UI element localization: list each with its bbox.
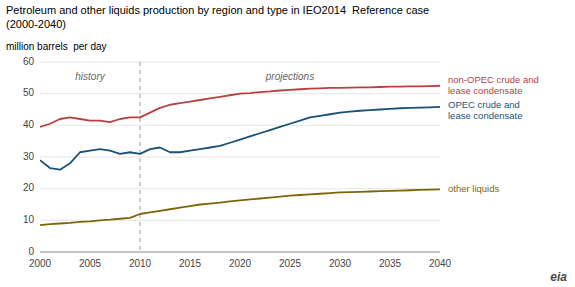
y-tick-label: 30 (23, 151, 35, 162)
x-tick-label: 2025 (279, 258, 302, 269)
series-line (40, 107, 440, 170)
grid-line (40, 125, 440, 126)
grid (40, 62, 440, 252)
series-line (40, 86, 440, 127)
chart: Petroleum and other liquids production b… (0, 0, 575, 287)
grid-line (40, 188, 440, 189)
series-label-line: OPEC crude and (448, 99, 520, 110)
x-axis-line (40, 252, 440, 253)
y-tick-label: 50 (23, 87, 35, 98)
plot-area (40, 62, 440, 252)
annotation: history (75, 71, 105, 82)
title: Petroleum and other liquids production b… (6, 4, 429, 16)
series-line (40, 189, 440, 225)
x-tick-label: 2005 (79, 258, 102, 269)
x-tick-label: 2015 (179, 258, 202, 269)
grid-line (40, 252, 440, 253)
divider (140, 62, 141, 252)
series-label-line: other liquids (448, 183, 499, 194)
grid-line (40, 157, 440, 158)
x-tick-label: 2000 (29, 258, 52, 269)
x-tick-label: 2040 (429, 258, 452, 269)
series-label-line: non-OPEC crude and (448, 74, 539, 85)
x-tick-label: 2035 (379, 258, 402, 269)
series-label-line: lease condensate (448, 110, 522, 121)
y-tick-label: 20 (23, 182, 35, 193)
annotation: projections (265, 71, 314, 82)
y-tick-label: 10 (23, 214, 35, 225)
y-tick-label: 0 (28, 246, 34, 257)
subtitle: (2000-2040) (6, 18, 66, 30)
series-label-line: lease condensate (448, 85, 522, 96)
y-tick-label: 40 (23, 119, 35, 130)
y-tick-label: 60 (23, 56, 35, 67)
grid-line (40, 62, 440, 63)
series-label: non-OPEC crude andlease condensate (448, 74, 539, 96)
x-tick-label: 2020 (229, 258, 252, 269)
logo: eia (550, 270, 567, 284)
series-label: other liquids (448, 183, 499, 194)
x-tick-label: 2010 (129, 258, 152, 269)
series-label: OPEC crude andlease condensate (448, 99, 522, 121)
y-axis-label: million barrels per day (6, 41, 107, 52)
x-tick-label: 2030 (329, 258, 352, 269)
